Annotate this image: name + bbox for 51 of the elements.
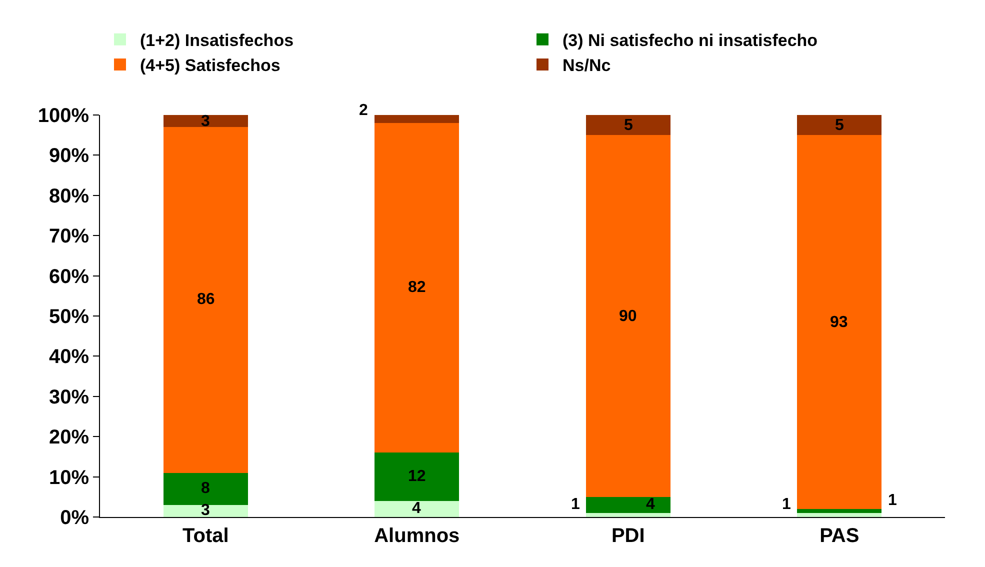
data-label: 1 [571,496,580,513]
data-label: 2 [359,102,368,119]
data-label: 82 [408,279,426,296]
bar [374,123,460,453]
x-tick-label: Alumnos [374,525,460,547]
legend-label: (4+5) Satisfechos [140,56,280,76]
bar [797,115,882,136]
bar [586,135,670,497]
data-label: 1 [782,496,791,513]
legend-label: (3) Ni satisfecho ni insatisfecho [562,31,818,50]
bar [163,127,248,473]
data-label: 4 [646,496,655,513]
y-tick-label: 40% [48,346,90,368]
bar [586,115,670,136]
y-tick-label: 80% [48,185,90,208]
data-label: 1 [888,492,897,509]
y-tick-label: 10% [48,466,90,489]
bar [586,512,670,517]
data-label: 4 [412,500,421,517]
legend-label: (1+2) Insatisfechos [140,31,294,50]
data-label: 90 [619,308,637,325]
data-label: 12 [408,468,426,485]
y-tick-label: 0% [60,507,90,529]
y-tick-label: 90% [48,145,90,168]
y-tick-label: 70% [48,226,90,248]
data-label: 8 [201,480,210,497]
bar [374,115,460,124]
data-label: 5 [835,117,844,134]
bar [797,135,882,509]
x-tick-label: PAS [820,525,860,547]
x-tick-label: PDI [611,525,645,547]
bar [586,496,670,513]
bar [797,508,882,513]
y-tick-label: 100% [38,105,90,127]
data-label: 3 [201,502,210,519]
bar [797,512,882,517]
legend-label: Ns/Nc [562,56,611,76]
bar [163,115,248,128]
bar [374,452,460,501]
bar [163,504,248,517]
bar [374,500,460,517]
data-label: 3 [201,113,210,130]
y-tick-label: 50% [48,306,90,328]
y-tick-label: 20% [48,426,90,449]
data-label: 5 [624,117,633,134]
y-tick-label: 60% [48,266,90,288]
data-label: 86 [197,291,215,308]
data-label: 93 [830,314,848,331]
x-tick-label: Total [182,525,229,547]
bar [163,472,248,505]
y-tick-label: 30% [48,386,90,408]
